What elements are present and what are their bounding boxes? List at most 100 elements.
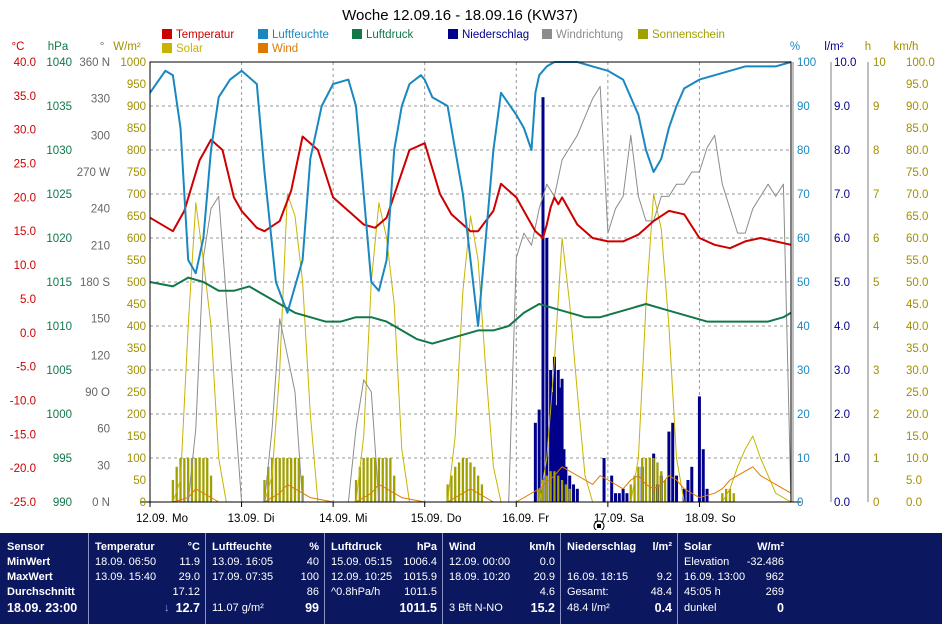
rain-bar [625,493,629,502]
rain-bar [675,475,679,502]
x-tick-day: Mi [355,513,367,525]
axis-tick-label: 550 [127,255,146,267]
summary-row-label: Gesamt: [567,586,609,598]
summary-col-sensor: Sensor MinWert MaxWert Durchschnitt 18.0… [0,533,88,624]
axis-tick-label: 600 [127,233,146,245]
summary-unit: l/m² [652,541,672,553]
axis-tick-label: 0.0 [906,497,922,509]
axis-tick-label: 1010 [46,321,72,333]
axis-tick-label: 70 [797,189,810,201]
summary-row-value: 86 [306,586,319,598]
axis-unit-label: h [865,41,871,53]
axis-unit-label: ° [100,41,105,53]
axis-tick-label: 1005 [46,365,72,377]
rain-bar [545,238,549,502]
summary-row-label: ^0.8hPa/h [331,586,381,598]
x-axis-ticks: 12.09. Mo 13.09. Di 14.09. Mi 15.09. Do 16.09. Fr… [136,502,736,525]
x-tick-day: Mo [172,513,188,525]
axis-unit-label: hPa [48,41,69,53]
axis-tick-label: 15.0 [906,431,928,443]
axis-tick-label: 990 [53,497,72,509]
axis-tick-label: 60 [797,233,810,245]
summary-col-luftdruck: Luftdruck hPa 15.09. 05:15 1006.4 12.09. 10:… [324,533,442,624]
axis-tick-label: 1 [873,453,879,465]
summary-row-label: 12.09. 00:00 [449,556,511,568]
sunshine-bar [457,462,461,502]
sunshine-bar [633,475,636,502]
summary-row-label: 12.09. 10:25 [331,571,393,583]
rain-bar [690,466,694,502]
sunshine-bar [293,458,297,502]
sensor-row-avg: Durchschnitt [7,586,75,598]
axis-tick-label: 700 [127,189,146,201]
sunshine-bar [660,471,663,502]
summary-row-value: 100 [300,571,319,583]
axis-tick-label: 4 [873,321,880,333]
series-line-temperatur [149,135,792,250]
axis-unit-label: °C [12,41,25,53]
summary-row-value: 962 [765,571,784,583]
rain-bar [562,449,566,502]
sunshine-bar [469,462,472,502]
scroll-marker[interactable] [593,520,605,530]
sunshine-bar [545,475,548,502]
axis-tick-label: 800 [127,145,146,157]
axis-tick-label: 8.0 [834,145,850,157]
sunshine-bar [728,488,732,502]
legend: Temperatur Luftfeuchte Luftdruck Niederschl… [162,29,725,55]
summary-row-value: 17.12 [172,586,200,598]
axis-tick-label: 850 [127,123,146,135]
rain-bar [621,488,625,502]
axis-tick-label: -25.0 [10,497,36,509]
x-tick-date: 16.09. [502,513,534,525]
x-tick-date: 12.09. [136,513,168,525]
x-tick-day: Fr [538,513,549,525]
sunshine-bar [732,493,735,502]
sunshine-bar [183,458,186,502]
sunshine-bar [286,458,289,502]
rain-bar [554,405,558,502]
axis-tick-label: 70.0 [906,189,928,201]
summary-current-label: 3 Bft N-NO [449,602,503,614]
summary-header: Solar [684,541,712,553]
axis-tick-label: 65.0 [906,211,928,223]
summary-trend-arrow: ↓ [164,602,170,614]
axis-tick-label: 6 [873,233,879,245]
axis-tick-label: 100 [797,57,816,69]
axis-tick-label: 60 [97,424,110,436]
axis-tick-label: -15.0 [10,429,36,441]
summary-col-temperatur: Temperatur °C 18.09. 06:50 11.9 13.09. 15:40… [88,533,205,624]
sunshine-bar [278,458,281,502]
legend-entry: Sonnenschein [652,29,725,41]
legend-entry: Solar [176,43,203,55]
summary-unit: % [309,541,319,553]
sunshine-bar [381,458,384,502]
axis-tick-label: 45.0 [906,299,928,311]
sunshine-bar [393,475,396,502]
sunshine-bar [362,458,365,502]
summary-row-value: 29.0 [178,571,200,583]
rain-bar [556,370,560,502]
axis-tick-label: 40.0 [906,321,928,333]
axis-tick-label: 200 [127,409,146,421]
sunshine-bar [377,458,381,502]
summary-current-label: dunkel [684,602,717,614]
sunshine-bar [270,458,274,502]
axis-tick-label: 450 [127,299,146,311]
rain-bar [613,493,617,502]
sunshine-bar [557,475,560,502]
series-line-wind [150,466,792,503]
sensor-row-min: MinWert [7,556,51,568]
series-line-solar [150,193,792,503]
summary-row-value: 1011.5 [404,586,437,598]
axis-tick-label: 1000 [46,409,72,421]
sunshine-bar [282,458,285,502]
summary-row-value: 48.4 [650,586,672,598]
axis-unit-label: km/h [894,41,919,53]
summary-col-solar: Solar W/m² Elevation -32.486 16.09. 13:00 962… [677,533,942,624]
axis-tick-label: 10.0 [906,453,928,465]
sunshine-bar [476,475,480,502]
sunshine-bar [644,458,648,502]
sunshine-bar [354,480,358,502]
summary-current-value: 1011.5 [399,601,437,615]
